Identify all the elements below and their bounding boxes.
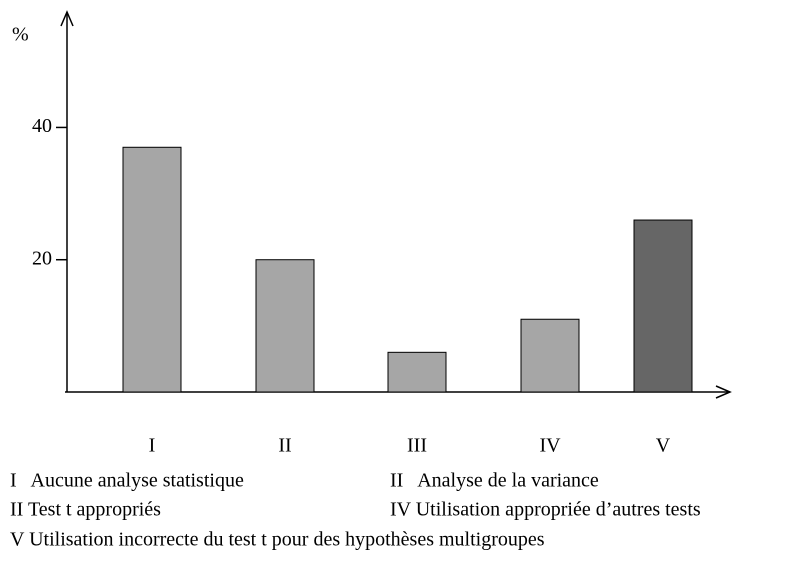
bar (633, 219, 693, 393)
bar (387, 351, 447, 393)
legend-entry: IV Utilisation appropriée d’autres tests (390, 499, 701, 521)
x-tick-label: I (149, 435, 156, 457)
x-tick-label: II (278, 435, 291, 457)
x-axis-arrow (715, 385, 732, 399)
y-tick-label: 40 (32, 115, 52, 137)
bar (520, 318, 580, 393)
legend-entry: II Analyse de la variance (390, 470, 599, 492)
legend-entry: V Utilisation incorrecte du test t pour … (10, 529, 545, 551)
y-tick-label: 20 (32, 247, 52, 269)
bar (255, 259, 315, 393)
bar (122, 146, 182, 393)
x-tick-label: IV (539, 435, 561, 457)
x-tick-label: V (656, 435, 671, 457)
legend-entry: I Aucune analyse statistique (10, 470, 244, 492)
y-axis-arrow (60, 10, 74, 27)
y-axis-label: % (12, 24, 29, 46)
x-tick-label: III (407, 435, 427, 457)
legend-entry: II Test t appropriés (10, 499, 161, 521)
